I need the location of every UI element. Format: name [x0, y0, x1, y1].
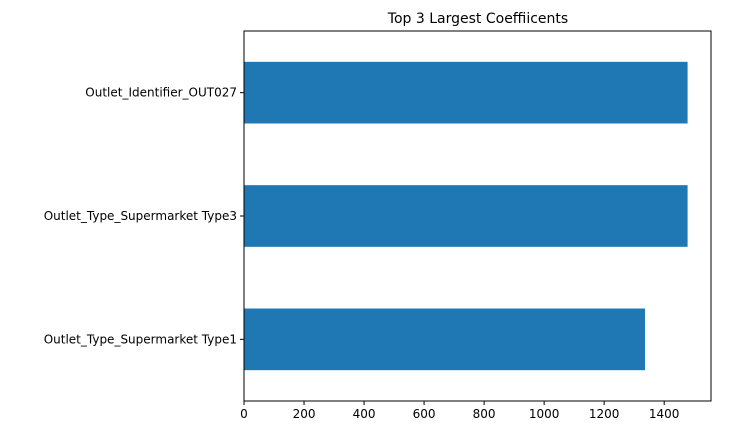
bar-2 [244, 185, 688, 247]
x-tick-label: 1400 [649, 407, 680, 421]
y-tick-label: Outlet_Identifier_OUT027 [85, 86, 237, 100]
x-tick-label: 200 [293, 407, 316, 421]
bar-3 [244, 308, 645, 371]
x-tick-label: 800 [473, 407, 496, 421]
ticks-layer: Outlet_Identifier_OUT027 Outlet_Type_Supe… [44, 86, 680, 421]
chart-title: Top 3 Largest Coeffiicents [387, 11, 568, 27]
x-tick-label: 1000 [529, 407, 560, 421]
y-tick-label: Outlet_Type_Supermarket Type3 [44, 209, 237, 223]
x-tick-label: 0 [240, 407, 248, 421]
x-tick-label: 1200 [589, 407, 620, 421]
x-tick-label: 400 [353, 407, 376, 421]
x-tick-label: 600 [413, 407, 436, 421]
bars-layer [244, 61, 688, 371]
bar-1 [244, 61, 688, 124]
y-tick-label: Outlet_Type_Supermarket Type1 [44, 332, 237, 346]
